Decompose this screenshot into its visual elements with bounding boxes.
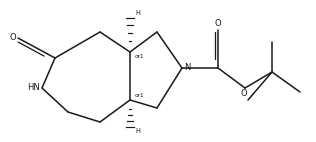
Text: O: O bbox=[9, 34, 16, 42]
Text: or1: or1 bbox=[135, 54, 145, 59]
Text: H: H bbox=[135, 10, 140, 16]
Text: H: H bbox=[135, 128, 140, 134]
Text: or1: or1 bbox=[135, 93, 145, 98]
Text: N: N bbox=[184, 63, 190, 73]
Text: O: O bbox=[215, 19, 221, 28]
Text: O: O bbox=[241, 89, 247, 98]
Text: HN: HN bbox=[27, 83, 40, 92]
